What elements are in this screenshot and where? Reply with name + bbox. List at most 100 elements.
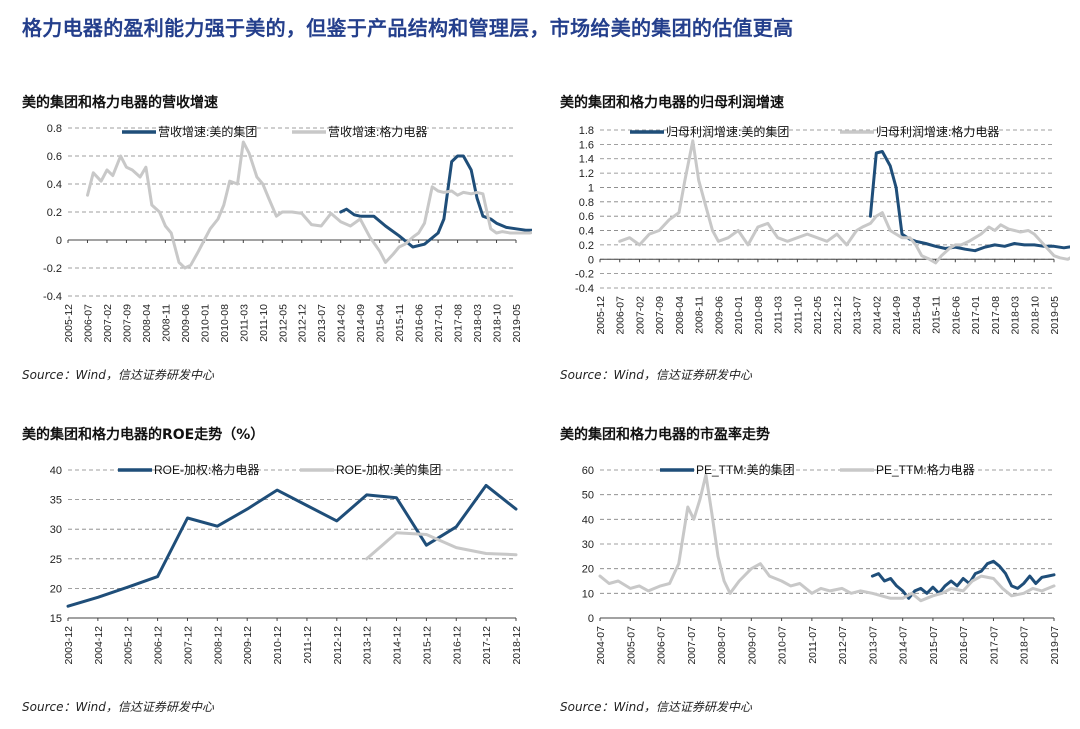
chart-source: Source：Wind，信达证券研发中心 bbox=[560, 368, 752, 382]
x-tick-label: 2017-08 bbox=[990, 296, 1002, 335]
y-tick-label: 20 bbox=[582, 564, 594, 576]
y-tick-label: 0 bbox=[56, 235, 62, 247]
chart-title: 美的集团和格力电器的营收增速 bbox=[22, 95, 218, 111]
x-tick-label: 2008-11 bbox=[160, 304, 172, 342]
series-line-2 bbox=[618, 139, 1070, 265]
y-tick-label: 1.4 bbox=[579, 154, 594, 166]
legend-label: PE_TTM:美的集团 bbox=[696, 462, 795, 477]
x-tick-label: 2004-12 bbox=[93, 626, 105, 665]
x-tick-label: 2018-10 bbox=[1029, 296, 1041, 335]
x-tick-label: 2014-02 bbox=[336, 304, 348, 343]
y-tick-label: 0.8 bbox=[579, 197, 594, 209]
x-tick-label: 2018-07 bbox=[1019, 626, 1031, 665]
y-tick-label: -0.4 bbox=[43, 291, 62, 303]
y-tick-label: 30 bbox=[50, 524, 62, 536]
x-tick-label: 2015-11 bbox=[394, 304, 406, 342]
x-tick-label: 2005-12 bbox=[595, 296, 607, 335]
chart-source: Source：Wind，信达证券研发中心 bbox=[22, 368, 214, 382]
x-tick-label: 2019-05 bbox=[1049, 296, 1061, 335]
x-tick-label: 2014-07 bbox=[898, 626, 910, 665]
y-tick-label: 1.6 bbox=[579, 139, 594, 151]
x-tick-label: 2018-10 bbox=[492, 304, 504, 343]
x-tick-label: 2011-03 bbox=[238, 304, 250, 342]
y-tick-label: 0.6 bbox=[47, 151, 62, 163]
x-tick-label: 2009-12 bbox=[242, 626, 254, 665]
series-line-2 bbox=[86, 140, 532, 270]
x-tick-label: 2007-09 bbox=[654, 296, 666, 335]
x-tick-label: 2010-08 bbox=[219, 304, 231, 343]
series-line-1 bbox=[339, 154, 532, 249]
x-tick-label: 2015-04 bbox=[375, 304, 387, 343]
x-tick-label: 2010-01 bbox=[199, 304, 211, 343]
x-tick-label: 2012-12 bbox=[332, 626, 344, 665]
chart-source: Source：Wind，信达证券研发中心 bbox=[22, 700, 214, 714]
y-tick-label: 1 bbox=[588, 182, 594, 194]
y-tick-label: 1.8 bbox=[579, 125, 594, 137]
y-tick-label: 0.2 bbox=[579, 240, 594, 252]
chart-title: 美的集团和格力电器的归母利润增速 bbox=[560, 95, 784, 111]
x-tick-label: 2010-07 bbox=[777, 626, 789, 665]
legend-label: 归母利润增速:美的集团 bbox=[666, 124, 789, 139]
y-tick-label: 0 bbox=[588, 254, 594, 266]
x-tick-label: 2010-12 bbox=[272, 626, 284, 665]
x-tick-label: 2003-12 bbox=[63, 626, 75, 665]
legend-label: 归母利润增速:格力电器 bbox=[876, 124, 999, 139]
x-tick-label: 2014-09 bbox=[355, 304, 367, 343]
legend-label: 营收增速:格力电器 bbox=[328, 124, 427, 139]
y-tick-label: 30 bbox=[582, 539, 594, 551]
y-tick-label: 60 bbox=[582, 465, 594, 477]
y-tick-label: 40 bbox=[50, 465, 62, 477]
x-tick-label: 2016-06 bbox=[414, 304, 426, 343]
x-tick-label: 2005-12 bbox=[63, 304, 75, 343]
x-tick-label: 2019-07 bbox=[1049, 626, 1061, 665]
x-tick-label: 2009-06 bbox=[713, 296, 725, 335]
x-tick-label: 2006-12 bbox=[153, 626, 165, 665]
x-tick-label: 2006-07 bbox=[656, 626, 668, 665]
x-tick-label: 2009-06 bbox=[180, 304, 192, 343]
revenue-growth-chart-panel: 美的集团和格力电器的营收增速 -0.4 -0.2 0 0.2 0.4 0.6 0.8 2005… bbox=[22, 92, 532, 392]
revenue-growth-chart: -0.4 -0.2 0 0.2 0.4 0.6 0.8 2005-12 2006-07 2007-… bbox=[43, 123, 532, 343]
x-tick-label: 2011-12 bbox=[302, 626, 314, 664]
x-tick-label: 2008-07 bbox=[716, 626, 728, 665]
x-tick-label: 2008-04 bbox=[141, 304, 153, 343]
x-tick-label: 2008-04 bbox=[674, 296, 686, 335]
x-tick-label: 2012-12 bbox=[832, 296, 844, 335]
y-tick-label: 0.2 bbox=[47, 207, 62, 219]
pe-chart-panel: 美的集团和格力电器的市盈率走势 0 10 20 30 40 50 60 2004-07 2005… bbox=[560, 424, 1070, 724]
x-tick-label: 2017-01 bbox=[970, 296, 982, 335]
x-tick-label: 2007-09 bbox=[121, 304, 133, 343]
x-tick-label: 2012-05 bbox=[277, 304, 289, 343]
x-tick-label: 2011-03 bbox=[773, 296, 785, 334]
x-tick-label: 2009-07 bbox=[746, 626, 758, 665]
x-tick-label: 2013-07 bbox=[852, 296, 864, 335]
y-tick-label: -0.2 bbox=[43, 263, 62, 275]
roe-chart: 15 20 25 30 35 40 2003-12 2004-12 2005-12 2006-12… bbox=[50, 462, 523, 665]
x-tick-label: 2015-04 bbox=[911, 296, 923, 335]
x-tick-label: 2010-08 bbox=[753, 296, 765, 335]
y-tick-label: 0.4 bbox=[47, 179, 62, 191]
legend-label: ROE-加权:格力电器 bbox=[154, 462, 259, 477]
x-tick-label: 2017-08 bbox=[453, 304, 465, 343]
x-tick-label: 2016-07 bbox=[958, 626, 970, 665]
profit-growth-chart-panel: 美的集团和格力电器的归母利润增速 -0.4 -0.2 0 0.2 0.4 0.6 0.8 1 1… bbox=[560, 92, 1070, 392]
y-tick-label: -0.4 bbox=[575, 283, 594, 295]
y-tick-label: 50 bbox=[582, 490, 594, 502]
x-tick-label: 2006-07 bbox=[615, 296, 627, 335]
x-tick-label: 2017-01 bbox=[433, 304, 445, 343]
pe-chart: 0 10 20 30 40 50 60 2004-07 2005-07 2006-07 2007-0… bbox=[582, 462, 1061, 665]
series-line-1 bbox=[66, 483, 518, 608]
x-tick-label: 2013-07 bbox=[316, 304, 328, 343]
x-tick-label: 2010-01 bbox=[733, 296, 745, 335]
roe-chart-panel: 美的集团和格力电器的ROE走势（%） 15 20 25 30 35 40 2003-12 20… bbox=[22, 424, 532, 724]
y-tick-label: 40 bbox=[582, 514, 594, 526]
x-tick-label: 2018-12 bbox=[511, 626, 523, 665]
x-tick-label: 2019-05 bbox=[511, 304, 523, 343]
x-tick-label: 2007-02 bbox=[102, 304, 114, 343]
y-tick-label: 0 bbox=[588, 613, 594, 625]
y-tick-label: 25 bbox=[50, 554, 62, 566]
x-tick-label: 2015-12 bbox=[421, 626, 433, 665]
page-headline: 格力电器的盈利能力强于美的，但鉴于产品结构和管理层，市场给美的集团的估值更高 bbox=[22, 16, 794, 40]
x-tick-label: 2014-02 bbox=[871, 296, 883, 335]
x-tick-label: 2015-07 bbox=[928, 626, 940, 665]
x-tick-label: 2014-12 bbox=[392, 626, 404, 665]
